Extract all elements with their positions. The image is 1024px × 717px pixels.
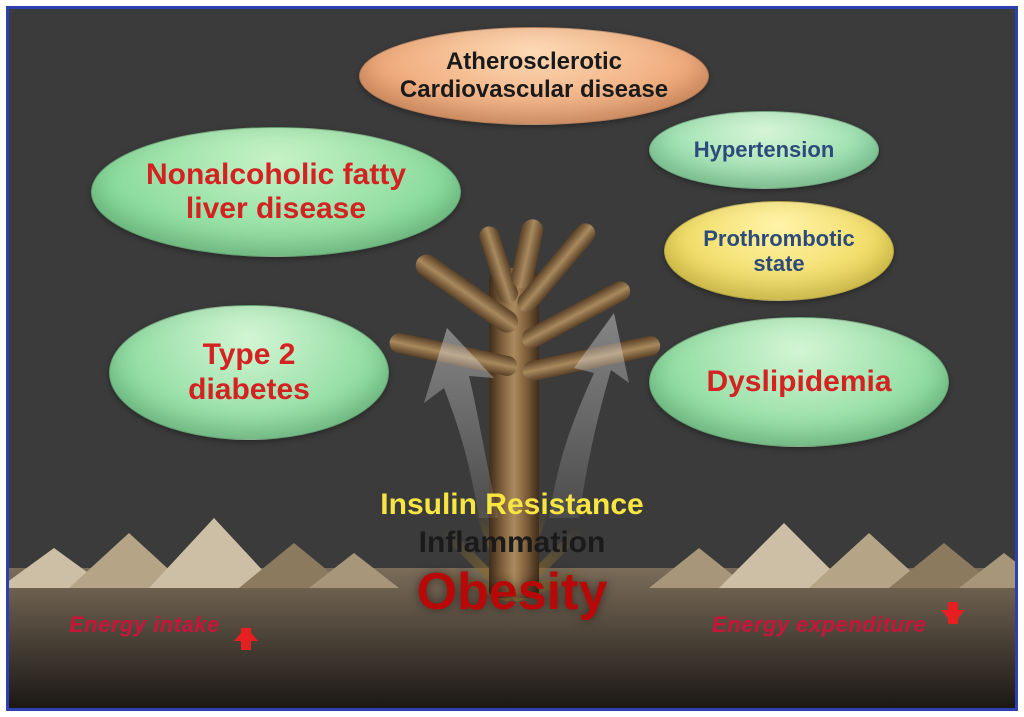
label-obesity: Obesity	[417, 562, 608, 622]
bubble-prothrombotic: Prothrombotic state	[664, 201, 894, 301]
text: Energy expenditure	[712, 612, 926, 637]
bubble-dyslipidemia: Dyslipidemia	[649, 317, 949, 447]
bubble-text: Dyslipidemia	[706, 365, 891, 400]
bubble-text: Atherosclerotic	[446, 48, 622, 75]
label-inflammation: Inflammation	[419, 526, 606, 560]
bubble-text: Nonalcoholic fatty	[146, 158, 406, 191]
bubble-text: Type 2	[203, 338, 296, 371]
text: Energy intake	[69, 612, 220, 637]
arrow-up-icon	[234, 602, 258, 650]
bubble-text: Prothrombotic	[703, 226, 855, 251]
bubble-hypertension: Hypertension	[649, 111, 879, 189]
bubble-nafld: Nonalcoholic fatty liver disease	[91, 127, 461, 257]
bubble-text: state	[753, 251, 804, 276]
bubble-text: diabetes	[188, 373, 310, 406]
bubble-text: Cardiovascular disease	[400, 76, 668, 103]
label-insulin-resistance: Insulin Resistance	[380, 488, 643, 522]
diagram-frame: Atherosclerotic Cardiovascular disease N…	[6, 6, 1018, 711]
label-energy-intake: Energy intake	[69, 602, 258, 650]
arrow-down-icon	[941, 602, 965, 650]
bubble-text: Hypertension	[694, 137, 835, 162]
bubble-atherosclerotic: Atherosclerotic Cardiovascular disease	[359, 27, 709, 125]
bubble-text: liver disease	[186, 192, 366, 225]
label-energy-expenditure: Energy expenditure	[712, 602, 965, 650]
bubble-type2-diabetes: Type 2 diabetes	[109, 305, 389, 440]
